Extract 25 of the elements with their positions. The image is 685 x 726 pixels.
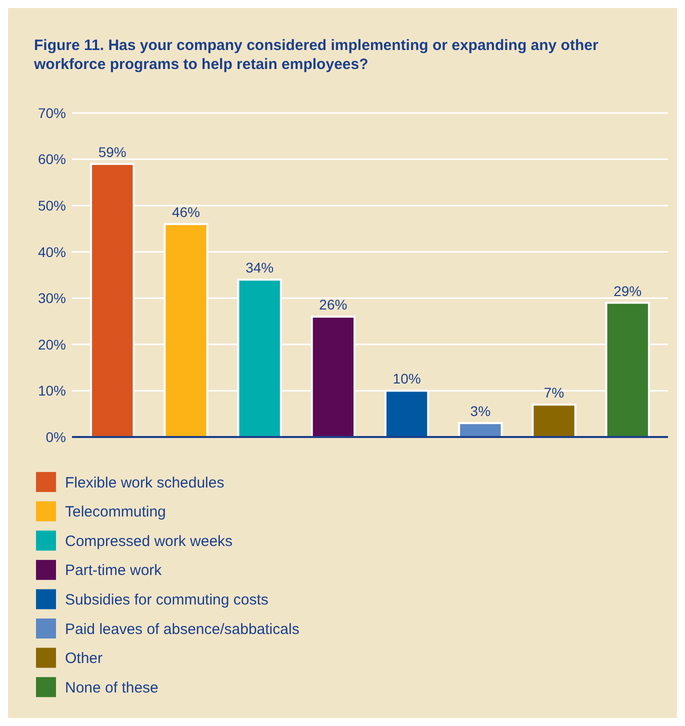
legend-label: Part-time work — [65, 562, 162, 580]
y-tick-label: 60% — [38, 151, 66, 168]
y-tick-label: 30% — [38, 290, 66, 306]
y-tick-label: 70% — [38, 104, 66, 121]
data-label: 10% — [392, 370, 421, 387]
data-label: 29% — [614, 282, 642, 299]
data-label: 59% — [98, 144, 126, 160]
legend-label: Other — [65, 650, 103, 668]
legend-label: None of these — [65, 679, 158, 696]
legend-label: Subsidies for commuting costs — [65, 591, 268, 608]
y-tick-label: 10% — [38, 382, 66, 399]
legend-label: Compressed work weeks — [65, 532, 233, 550]
legend-label: Paid leaves of absence/sabbaticals — [65, 620, 300, 638]
y-tick-label: 50% — [38, 197, 66, 214]
data-label: 3% — [470, 403, 491, 420]
legend-label: Flexible work schedules — [65, 474, 224, 492]
data-label: 7% — [544, 384, 564, 401]
data-label: 34% — [246, 260, 274, 276]
y-tick-label: 40% — [38, 244, 66, 260]
legend-label: Telecommuting — [65, 504, 166, 521]
y-tick-label: 0% — [46, 428, 66, 445]
chart-title: Figure 11. Has your company considered implementing or expanding any other workforce programs to help retain employees? — [33, 37, 598, 73]
data-label: 46% — [172, 204, 200, 220]
data-label: 26% — [319, 296, 348, 313]
y-tick-label: 20% — [38, 336, 66, 352]
